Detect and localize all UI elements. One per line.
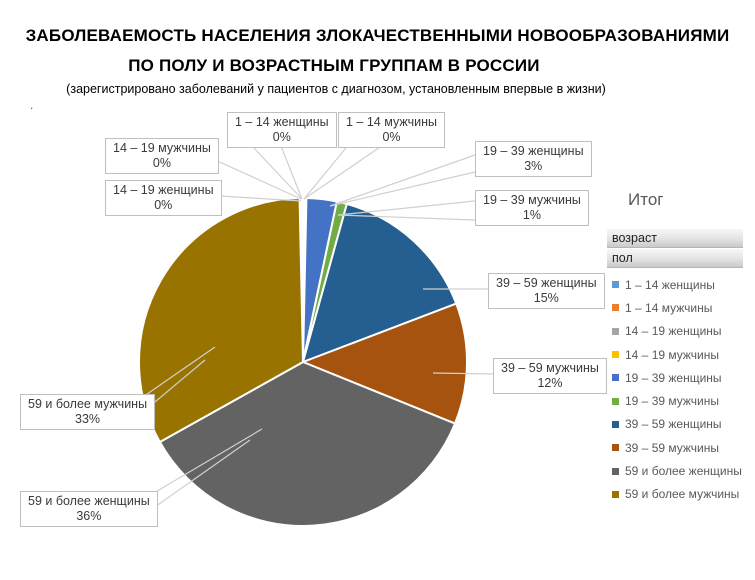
callout-percent: 0% — [382, 130, 401, 144]
pie-callout: 19 – 39 мужчины 1% — [475, 190, 589, 226]
callout-percent: 3% — [524, 159, 543, 173]
legend-label: 1 – 14 женщины — [625, 277, 715, 292]
leader-line-0 — [280, 145, 303, 200]
legend-item: 14 – 19 женщины — [607, 320, 743, 343]
legend-item: 1 – 14 мужчины — [607, 296, 743, 319]
legend-swatch-icon — [612, 490, 619, 498]
callout-percent: 0% — [152, 156, 171, 170]
leader-line-4 — [329, 154, 476, 207]
legend-swatch-icon — [612, 397, 619, 405]
pie-slice-7[interactable] — [300, 302, 468, 425]
legend-label: 14 – 19 женщины — [625, 324, 722, 339]
legend-label: 59 и более женщины — [625, 464, 742, 479]
legend-item: 39 – 59 мужчины — [607, 436, 743, 459]
callout-category: 14 – 19 женщины — [113, 183, 214, 197]
leader-line-0 — [251, 145, 303, 200]
callout-percent: 0% — [272, 130, 291, 144]
callout-category: 59 и более мужчины — [28, 397, 148, 411]
leader-line-8 — [141, 439, 251, 517]
callout-percent: 12% — [537, 376, 563, 390]
chart-title-line1: ЗАБОЛЕВАЕМОСТЬ НАСЕЛЕНИЯ ЗЛОКАЧЕСТВЕННЫМ… — [25, 26, 730, 45]
callout-category: 39 – 59 мужчины — [501, 361, 599, 375]
pie-callout: 39 – 59 мужчины 12% — [493, 358, 607, 394]
pivot-field-button-age[interactable]: возраст — [607, 229, 743, 248]
legend-label: 19 – 39 женщины — [625, 370, 722, 385]
legend-swatch-icon — [612, 281, 619, 289]
leader-line-4 — [329, 171, 476, 207]
legend-item: 19 – 39 женщины — [607, 366, 743, 389]
leader-line-1 — [303, 142, 387, 200]
pie-callout: 39 – 59 женщины 15% — [488, 273, 605, 309]
legend-swatch-icon — [612, 304, 619, 312]
stray-dot: . — [30, 98, 34, 112]
pie-callout: 19 – 39 женщины 3% — [475, 141, 592, 177]
leader-line-5 — [337, 214, 476, 221]
legend-item: 59 и более мужчины — [607, 483, 743, 506]
callout-category: 59 и более женщины — [28, 494, 150, 508]
pie-callout: 59 и более женщины 36% — [20, 491, 158, 527]
legend-label: 19 – 39 мужчины — [625, 394, 719, 409]
legend-item: 59 и более женщины — [607, 459, 743, 482]
pie-slices-group — [138, 197, 468, 527]
callout-percent: 33% — [75, 412, 101, 426]
legend-item: 1 – 14 женщины — [607, 273, 743, 296]
legend-item: 14 – 19 мужчины — [607, 343, 743, 366]
legend-label: 39 – 59 женщины — [625, 417, 722, 432]
pie-callout: 14 – 19 женщины 0% — [105, 180, 222, 216]
legend-swatch-icon — [612, 374, 619, 382]
leader-line-9 — [136, 346, 216, 402]
callout-category: 39 – 59 женщины — [496, 276, 597, 290]
legend-item: 39 – 59 женщины — [607, 413, 743, 436]
pivot-field-button-sex[interactable]: пол — [607, 249, 743, 268]
leader-line-1 — [303, 142, 351, 200]
chart-title-line2: ПО ПОЛУ И ВОЗРАСТНЫМ ГРУППАМ В РОССИИ — [128, 56, 540, 75]
callout-category: 1 – 14 женщины — [235, 115, 329, 129]
chart-legend: Итог возраст пол 1 – 14 женщины 1 – 14 му… — [607, 190, 743, 506]
pie-callout: 1 – 14 женщины 0% — [227, 112, 337, 148]
legend-swatch-icon — [612, 420, 619, 428]
legend-swatch-icon — [612, 467, 619, 475]
pie-callout: 59 и более мужчины 33% — [20, 394, 156, 430]
leader-line-5 — [337, 200, 476, 216]
callout-percent: 1% — [522, 208, 541, 222]
pie-slice-6[interactable] — [301, 202, 458, 364]
legend-items: 1 – 14 женщины 1 – 14 мужчины 14 – 19 женщ… — [607, 273, 743, 506]
legend-item: 19 – 39 мужчины — [607, 389, 743, 412]
callout-category: 1 – 14 мужчины — [346, 115, 437, 129]
legend-label: 59 и более мужчины — [625, 487, 740, 502]
legend-swatch-icon — [612, 327, 619, 335]
legend-swatch-icon — [612, 351, 619, 359]
legend-swatch-icon — [612, 444, 619, 452]
leader-line-7 — [432, 372, 494, 375]
chart-subtitle: (зарегистрировано заболеваний у пациенто… — [66, 82, 606, 96]
callout-category: 19 – 39 женщины — [483, 144, 584, 158]
callout-percent: 0% — [154, 198, 173, 212]
legend-title: Итог — [628, 190, 664, 209]
callout-percent: 36% — [76, 509, 102, 523]
callout-leader-lines — [136, 142, 494, 517]
callout-category: 14 – 19 мужчины — [113, 141, 211, 155]
legend-label: 14 – 19 мужчины — [625, 347, 719, 362]
pie-callout: 1 – 14 мужчины 0% — [338, 112, 445, 148]
pie-slice-8[interactable] — [158, 360, 457, 527]
callout-percent: 15% — [533, 291, 559, 305]
callout-category: 19 – 39 мужчины — [483, 193, 581, 207]
legend-label: 1 – 14 мужчины — [625, 300, 713, 315]
legend-label: 39 – 59 мужчины — [625, 440, 719, 455]
leader-line-8 — [141, 428, 263, 501]
pie-callout: 14 – 19 мужчины 0% — [105, 138, 219, 174]
